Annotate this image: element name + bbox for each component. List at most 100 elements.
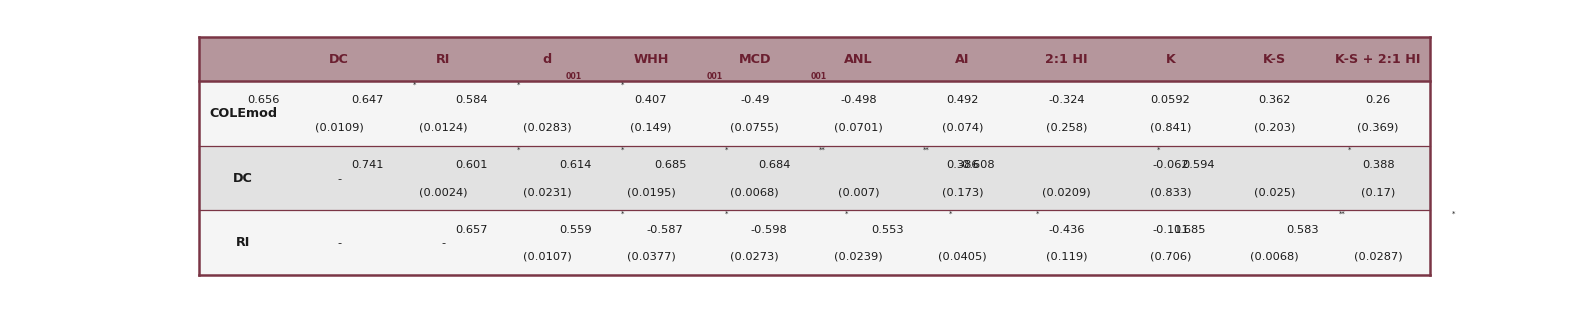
Text: (0.0377): (0.0377) bbox=[626, 252, 675, 262]
Text: *: * bbox=[516, 82, 520, 88]
Text: 0.407: 0.407 bbox=[634, 95, 667, 105]
Text: (0.17): (0.17) bbox=[1362, 187, 1395, 197]
Text: (0.0068): (0.0068) bbox=[731, 187, 779, 197]
Text: *: * bbox=[621, 146, 624, 153]
Text: K-S: K-S bbox=[1263, 53, 1286, 66]
Text: (0.369): (0.369) bbox=[1357, 123, 1398, 133]
Text: -0.608: -0.608 bbox=[958, 160, 995, 170]
Text: (0.833): (0.833) bbox=[1149, 187, 1192, 197]
Text: DC: DC bbox=[234, 171, 253, 184]
Text: *: * bbox=[621, 82, 624, 88]
Text: 001: 001 bbox=[566, 72, 582, 81]
Text: *: * bbox=[1157, 146, 1160, 153]
Text: 0.657: 0.657 bbox=[456, 225, 488, 235]
Text: -0.587: -0.587 bbox=[647, 225, 683, 235]
Text: (0.0068): (0.0068) bbox=[1251, 252, 1298, 262]
Text: *: * bbox=[725, 146, 728, 153]
Text: *: * bbox=[725, 211, 728, 217]
Text: -0.062: -0.062 bbox=[1152, 160, 1189, 170]
Text: (0.007): (0.007) bbox=[837, 187, 879, 197]
Text: 0.584: 0.584 bbox=[456, 95, 488, 105]
Text: RI: RI bbox=[235, 236, 249, 249]
Text: WHH: WHH bbox=[634, 53, 669, 66]
Bar bbox=[199, 146, 1430, 210]
Text: 2:1 HI: 2:1 HI bbox=[1046, 53, 1088, 66]
Text: (0.0107): (0.0107) bbox=[523, 252, 572, 262]
Text: -0.324: -0.324 bbox=[1049, 95, 1085, 105]
Text: **: ** bbox=[1338, 211, 1346, 217]
Text: **: ** bbox=[820, 146, 826, 153]
Text: 0.614: 0.614 bbox=[559, 160, 591, 170]
Text: 0.741: 0.741 bbox=[351, 160, 385, 170]
Text: (0.0701): (0.0701) bbox=[834, 123, 883, 133]
Text: ANL: ANL bbox=[844, 53, 872, 66]
Text: 0.362: 0.362 bbox=[1258, 95, 1290, 105]
Bar bbox=[199, 210, 1430, 275]
Text: (0.119): (0.119) bbox=[1046, 252, 1087, 262]
Text: -: - bbox=[337, 238, 342, 248]
Text: *: * bbox=[413, 82, 416, 88]
Text: *: * bbox=[1036, 211, 1039, 217]
Text: (0.0209): (0.0209) bbox=[1042, 187, 1090, 197]
Text: 0.601: 0.601 bbox=[456, 160, 488, 170]
Text: (0.258): (0.258) bbox=[1046, 123, 1087, 133]
Text: 0.647: 0.647 bbox=[351, 95, 385, 105]
Text: *: * bbox=[621, 211, 624, 217]
Text: -: - bbox=[442, 238, 445, 248]
Text: 0.0592: 0.0592 bbox=[1150, 95, 1190, 105]
Text: (0.173): (0.173) bbox=[942, 187, 984, 197]
Text: **: ** bbox=[923, 146, 930, 153]
Text: COLEmod: COLEmod bbox=[208, 107, 276, 120]
Text: 0.492: 0.492 bbox=[947, 95, 979, 105]
Text: DC: DC bbox=[329, 53, 350, 66]
Text: (0.0109): (0.0109) bbox=[315, 123, 364, 133]
Text: 0.685: 0.685 bbox=[655, 160, 686, 170]
Text: (0.0195): (0.0195) bbox=[626, 187, 675, 197]
Text: 0.684: 0.684 bbox=[758, 160, 790, 170]
Text: (0.0287): (0.0287) bbox=[1354, 252, 1403, 262]
Text: 0.386: 0.386 bbox=[947, 160, 979, 170]
Text: (0.0755): (0.0755) bbox=[731, 123, 779, 133]
Text: RI: RI bbox=[435, 53, 450, 66]
Text: -0.436: -0.436 bbox=[1049, 225, 1085, 235]
Text: *: * bbox=[516, 146, 520, 153]
Text: 0.685: 0.685 bbox=[1173, 225, 1206, 235]
Text: 0.553: 0.553 bbox=[871, 225, 904, 235]
Text: 001: 001 bbox=[707, 72, 723, 81]
Text: K: K bbox=[1165, 53, 1176, 66]
Text: K-S + 2:1 HI: K-S + 2:1 HI bbox=[1335, 53, 1421, 66]
Text: *: * bbox=[845, 211, 849, 217]
Text: *: * bbox=[1347, 146, 1351, 153]
Text: -0.498: -0.498 bbox=[841, 95, 877, 105]
Text: (0.203): (0.203) bbox=[1254, 123, 1295, 133]
Text: (0.025): (0.025) bbox=[1254, 187, 1295, 197]
Text: (0.0024): (0.0024) bbox=[419, 187, 467, 197]
Text: d: d bbox=[542, 53, 551, 66]
Text: 0.594: 0.594 bbox=[1182, 160, 1216, 170]
Text: (0.074): (0.074) bbox=[942, 123, 984, 133]
Text: MCD: MCD bbox=[739, 53, 771, 66]
Text: 0.583: 0.583 bbox=[1287, 225, 1319, 235]
Text: (0.149): (0.149) bbox=[631, 123, 672, 133]
Bar bbox=[199, 81, 1430, 146]
Text: (0.0239): (0.0239) bbox=[834, 252, 883, 262]
Text: 0.26: 0.26 bbox=[1365, 95, 1390, 105]
Text: 0.559: 0.559 bbox=[559, 225, 591, 235]
Text: (0.0273): (0.0273) bbox=[731, 252, 779, 262]
Text: (0.0283): (0.0283) bbox=[523, 123, 572, 133]
Text: (0.706): (0.706) bbox=[1150, 252, 1192, 262]
Text: AI: AI bbox=[955, 53, 969, 66]
Text: -0.111: -0.111 bbox=[1152, 225, 1189, 235]
Text: 0.388: 0.388 bbox=[1362, 160, 1395, 170]
Bar bbox=[199, 37, 1430, 81]
Text: (0.841): (0.841) bbox=[1150, 123, 1192, 133]
Text: *: * bbox=[1452, 211, 1456, 217]
Text: -: - bbox=[337, 174, 342, 184]
Text: (0.0231): (0.0231) bbox=[523, 187, 572, 197]
Text: 001: 001 bbox=[810, 72, 826, 81]
Text: -0.49: -0.49 bbox=[740, 95, 769, 105]
Text: *: * bbox=[949, 211, 952, 217]
Text: (0.0405): (0.0405) bbox=[938, 252, 987, 262]
Text: (0.0124): (0.0124) bbox=[419, 123, 467, 133]
Text: 0.656: 0.656 bbox=[248, 95, 280, 105]
